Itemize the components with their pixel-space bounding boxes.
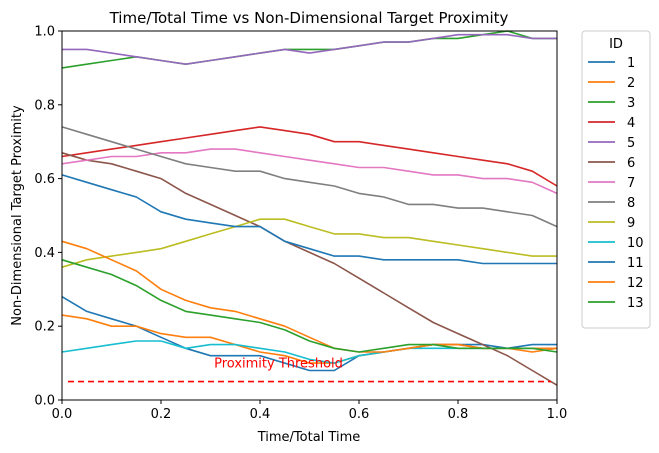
y-tick-label: 1.0	[34, 25, 55, 40]
y-axis: 0.0 0.2 0.4 0.6 0.8 1.0	[34, 25, 62, 409]
x-axis-label: Time/Total Time	[257, 430, 361, 445]
y-tick-label: 0.2	[34, 320, 55, 335]
legend-label-9: 9	[627, 216, 635, 231]
plot-area: Proximity Threshold	[61, 30, 558, 386]
series-line-1	[61, 296, 557, 372]
legend-label-10: 10	[627, 236, 644, 251]
y-tick-label: 0.8	[34, 98, 55, 113]
x-tick-label: 0.6	[349, 407, 370, 422]
legend-label-5: 5	[627, 136, 635, 151]
legend-label-7: 7	[627, 176, 635, 191]
legend-label-3: 3	[627, 96, 635, 111]
series-line-7	[61, 148, 558, 195]
series-line-8	[61, 126, 558, 228]
legend-title: ID	[609, 37, 623, 52]
x-tick-label: 0.0	[52, 407, 73, 422]
legend-label-11: 11	[627, 256, 644, 271]
y-tick-label: 0.6	[34, 172, 55, 187]
series-line-6	[61, 152, 558, 386]
y-tick-label: 0.0	[34, 394, 55, 409]
series-line-9	[61, 218, 557, 268]
legend-label-8: 8	[627, 196, 635, 211]
chart-title: Time/Total Time vs Non-Dimensional Targe…	[109, 9, 509, 27]
legend-label-1: 1	[627, 56, 635, 71]
legend-label-6: 6	[627, 156, 635, 171]
x-tick-label: 0.4	[250, 407, 271, 422]
series-line-12	[61, 240, 557, 353]
legend-label-12: 12	[627, 276, 644, 291]
series-line-4	[61, 126, 558, 187]
x-tick-label: 0.2	[151, 407, 172, 422]
plot-frame	[61, 30, 558, 401]
series-line-11	[61, 174, 557, 265]
x-tick-label: 1.0	[547, 407, 568, 422]
series-line-3	[61, 30, 557, 69]
legend-label-2: 2	[627, 76, 635, 91]
threshold-label: Proximity Threshold	[214, 357, 343, 372]
x-tick-label: 0.8	[448, 407, 469, 422]
series-line-13	[61, 259, 558, 353]
x-axis: 0.0 0.2 0.4 0.6 0.8 1.0	[52, 400, 568, 422]
y-axis-label: Non-Dimensional Target Proximity	[10, 105, 25, 326]
series-line-5	[62, 33, 557, 65]
legend-box	[581, 30, 651, 329]
legend-label-13: 13	[627, 296, 644, 311]
y-tick-label: 0.4	[34, 246, 55, 261]
legend-label-4: 4	[627, 116, 635, 131]
